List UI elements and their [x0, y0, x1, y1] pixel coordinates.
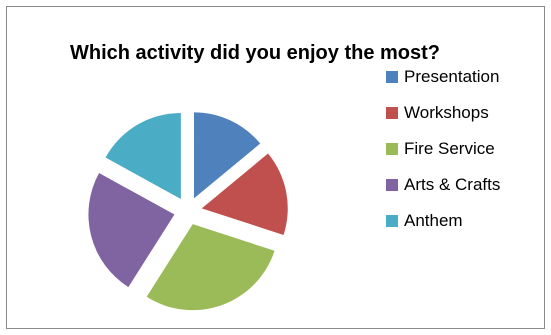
legend-swatch [386, 215, 398, 227]
legend-item-anthem: Anthem [386, 204, 546, 238]
legend-label: Workshops [404, 103, 489, 122]
pie-slice-fire-service [146, 224, 275, 311]
legend-item-arts-crafts: Arts & Crafts [386, 168, 546, 202]
legend-swatch [386, 107, 398, 119]
legend-swatch [386, 179, 398, 191]
legend: Presentation Workshops Fire Service Arts… [386, 60, 546, 240]
legend-item-workshops: Workshops [386, 96, 546, 130]
legend-swatch [386, 143, 398, 155]
chart-title: Which activity did you enjoy the most? [69, 42, 441, 64]
pie-slice-presentation [193, 112, 261, 199]
legend-label: Anthem [404, 211, 463, 230]
legend-label: Arts & Crafts [404, 175, 501, 194]
legend-item-fire-service: Fire Service [386, 132, 546, 166]
chart-area: Which activity did you enjoy the most? [6, 6, 545, 329]
legend-swatch [386, 71, 398, 83]
legend-label: Presentation [404, 67, 500, 86]
legend-item-presentation: Presentation [386, 60, 546, 94]
pie-slice-anthem [105, 112, 181, 199]
pie-slice-workshops [201, 153, 288, 235]
pie-slice-arts-crafts [88, 173, 175, 288]
legend-label: Fire Service [404, 139, 495, 158]
